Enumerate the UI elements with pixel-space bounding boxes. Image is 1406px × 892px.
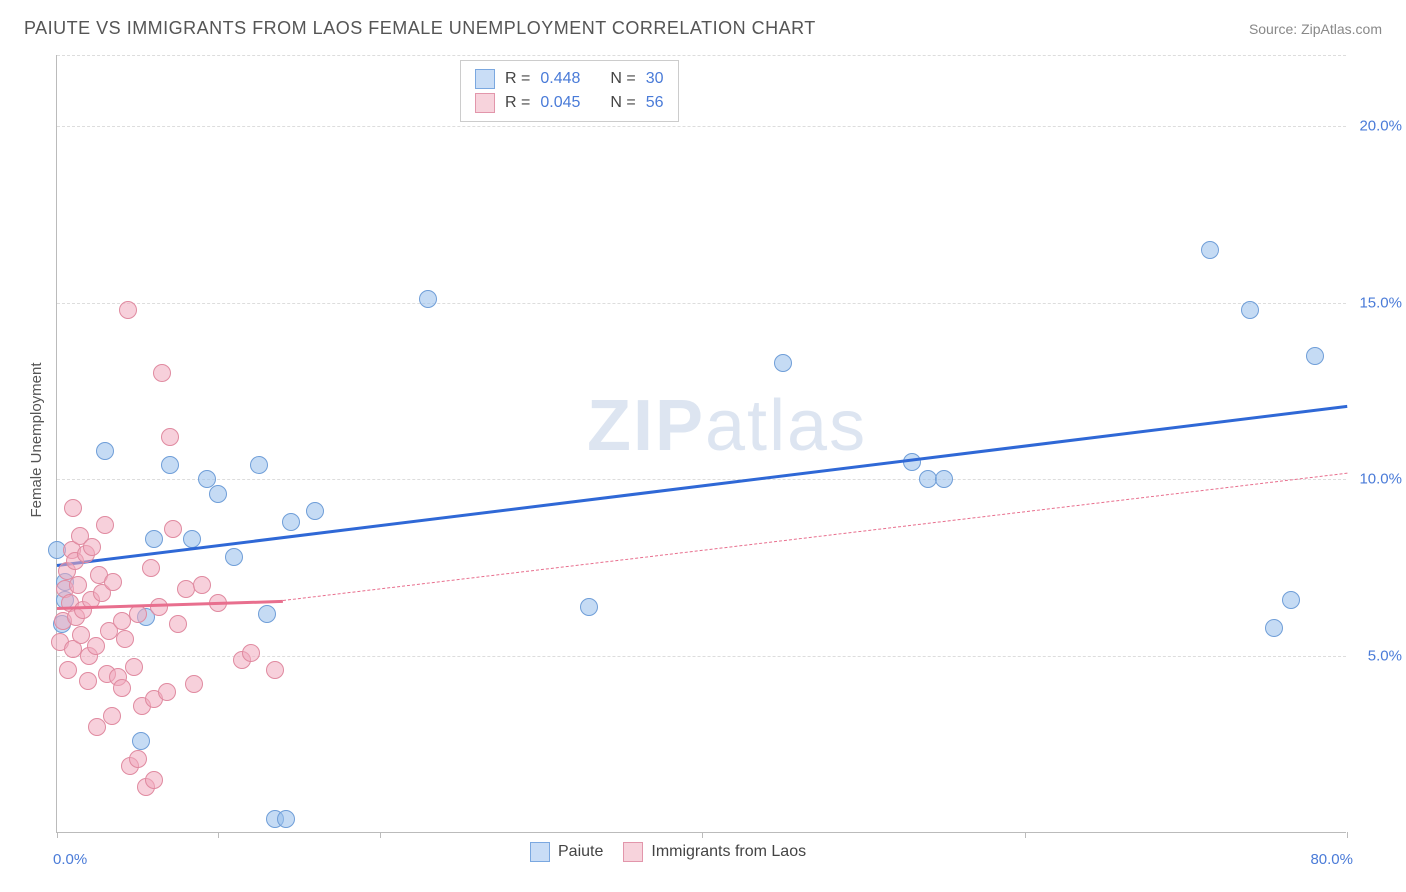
data-point [242,644,260,662]
data-point [158,683,176,701]
data-point [104,573,122,591]
x-tick-label: 80.0% [1303,851,1353,868]
correlation-legend: R = 0.448 N = 30 R = 0.045 N = 56 [460,60,679,122]
r-value: 0.045 [540,94,580,112]
data-point [129,750,147,768]
data-point [935,470,953,488]
legend-swatch [623,842,643,862]
data-point [250,456,268,474]
data-point [83,538,101,556]
data-point [153,364,171,382]
legend-swatch [475,69,495,89]
data-point [87,637,105,655]
r-value: 0.448 [540,70,580,88]
scatter-plot-area: 5.0%10.0%15.0%20.0%0.0%80.0%ZIPatlas [56,55,1346,833]
data-point [116,630,134,648]
y-axis-label: Female Unemployment [28,362,45,517]
y-tick-label: 20.0% [1352,117,1402,134]
legend-item: Immigrants from Laos [623,842,806,862]
data-point [145,530,163,548]
data-point [185,675,203,693]
trendline-extension [283,472,1347,600]
data-point [774,354,792,372]
gridline [57,303,1346,304]
data-point [113,679,131,697]
x-tick [380,832,381,838]
x-tick [1347,832,1348,838]
legend-row: R = 0.045 N = 56 [475,91,664,115]
data-point [145,771,163,789]
legend-swatch [475,93,495,113]
data-point [277,810,295,828]
chart-title: PAIUTE VS IMMIGRANTS FROM LAOS FEMALE UN… [24,18,816,39]
data-point [64,499,82,517]
data-point [1241,301,1259,319]
data-point [419,290,437,308]
data-point [125,658,143,676]
n-label: N = [610,94,635,112]
legend-item: Paiute [530,842,603,862]
legend-label: Immigrants from Laos [651,843,806,861]
source-attribution: Source: ZipAtlas.com [1249,21,1382,37]
data-point [164,520,182,538]
data-point [258,605,276,623]
data-point [119,301,137,319]
data-point [282,513,300,531]
trendline [57,405,1347,567]
y-tick-label: 10.0% [1352,471,1402,488]
series-legend: Paiute Immigrants from Laos [530,842,806,862]
data-point [1201,241,1219,259]
data-point [103,707,121,725]
n-value: 30 [646,70,664,88]
data-point [96,442,114,460]
data-point [306,502,324,520]
watermark: ZIPatlas [587,385,867,467]
data-point [177,580,195,598]
data-point [132,732,150,750]
r-label: R = [505,94,530,112]
data-point [96,516,114,534]
data-point [1282,591,1300,609]
n-value: 56 [646,94,664,112]
n-label: N = [610,70,635,88]
data-point [161,428,179,446]
data-point [209,485,227,503]
data-point [225,548,243,566]
x-tick [218,832,219,838]
gridline [57,479,1346,480]
legend-swatch [530,842,550,862]
data-point [161,456,179,474]
data-point [169,615,187,633]
data-point [59,661,77,679]
gridline [57,126,1346,127]
x-tick [702,832,703,838]
data-point [580,598,598,616]
gridline [57,55,1346,56]
data-point [1265,619,1283,637]
data-point [79,672,97,690]
y-tick-label: 5.0% [1352,648,1402,665]
y-tick-label: 15.0% [1352,294,1402,311]
r-label: R = [505,70,530,88]
x-tick-label: 0.0% [53,851,87,868]
data-point [142,559,160,577]
data-point [193,576,211,594]
legend-label: Paiute [558,843,603,861]
legend-row: R = 0.448 N = 30 [475,67,664,91]
data-point [266,661,284,679]
x-tick [57,832,58,838]
data-point [1306,347,1324,365]
x-tick [1025,832,1026,838]
